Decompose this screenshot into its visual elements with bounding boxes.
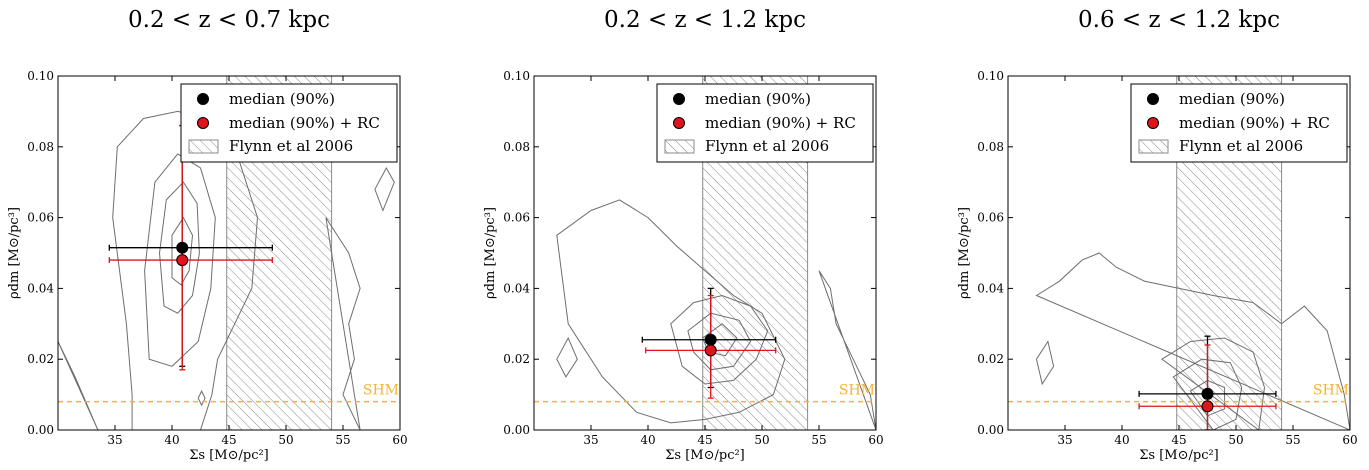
density-contour bbox=[687, 312, 752, 371]
legend-band-swatch bbox=[664, 139, 695, 154]
shm-label: SHM bbox=[363, 383, 399, 399]
legend-label: median (90%) + RC bbox=[229, 114, 380, 132]
legend: median (90%) median (90%) + RC Flynn et al… bbox=[1130, 83, 1348, 163]
density-contour bbox=[144, 153, 216, 367]
legend: median (90%) median (90%) + RC Flynn et al… bbox=[656, 83, 874, 163]
y-tick-label: 0.02 bbox=[977, 352, 1004, 366]
legend-label: Flynn et al 2006 bbox=[1179, 137, 1303, 155]
y-axis-label: ρdm [M⊙/pc³] bbox=[483, 207, 498, 299]
y-axis-label: ρdm [M⊙/pc³] bbox=[957, 207, 972, 299]
legend-median-rc-marker bbox=[673, 117, 685, 129]
panel-title: 0.6 < z < 1.2 kpc bbox=[1078, 7, 1280, 33]
y-tick-label: 0.04 bbox=[27, 281, 54, 295]
median-point bbox=[176, 241, 189, 254]
density-contour bbox=[1035, 252, 1350, 430]
x-tick-label: 60 bbox=[392, 433, 407, 447]
y-tick-label: 0.00 bbox=[977, 423, 1004, 437]
y-tick-label: 0.08 bbox=[977, 140, 1004, 154]
density-contour bbox=[58, 341, 99, 430]
legend-median-marker bbox=[673, 93, 685, 105]
y-tick-label: 0.10 bbox=[27, 69, 54, 83]
y-tick-label: 0.08 bbox=[27, 140, 54, 154]
density-contour bbox=[1035, 340, 1055, 386]
x-tick-label: 40 bbox=[640, 433, 655, 447]
legend-label: median (90%) bbox=[229, 90, 335, 108]
panel-3: 0.6 < z < 1.2 kpc SHM 35 40 45 50 55 60 0.00 0.02… bbox=[957, 7, 1358, 463]
x-tick-label: 35 bbox=[583, 433, 598, 447]
legend-median-rc-marker bbox=[1147, 117, 1159, 129]
x-tick-label: 50 bbox=[1228, 433, 1243, 447]
legend-band-swatch bbox=[188, 139, 219, 154]
legend: median (90%) median (90%) + RC Flynn et al… bbox=[180, 83, 398, 163]
y-tick-label: 0.00 bbox=[27, 423, 54, 437]
x-axis-label: Σs [M⊙/pc²] bbox=[665, 448, 745, 463]
density-contour bbox=[197, 389, 206, 407]
median-point bbox=[1201, 387, 1214, 400]
legend-median-rc-marker bbox=[197, 117, 209, 129]
legend-label: median (90%) + RC bbox=[705, 114, 856, 132]
y-tick-label: 0.06 bbox=[503, 211, 530, 225]
legend-median-marker bbox=[1147, 93, 1159, 105]
x-tick-label: 60 bbox=[868, 433, 883, 447]
x-tick-label: 45 bbox=[221, 433, 236, 447]
legend-median-marker bbox=[197, 93, 209, 105]
legend-label: Flynn et al 2006 bbox=[705, 137, 829, 155]
density-contour bbox=[670, 294, 769, 385]
y-tick-label: 0.06 bbox=[27, 211, 54, 225]
x-tick-label: 40 bbox=[164, 433, 179, 447]
panel-title: 0.2 < z < 0.7 kpc bbox=[128, 7, 330, 33]
panel-title: 0.2 < z < 1.2 kpc bbox=[604, 7, 806, 33]
density-contour bbox=[171, 216, 194, 286]
y-tick-label: 0.06 bbox=[977, 211, 1004, 225]
shm-label: SHM bbox=[839, 383, 875, 399]
median-rc-point bbox=[1201, 400, 1214, 413]
legend-label: median (90%) bbox=[1179, 90, 1285, 108]
x-tick-label: 45 bbox=[697, 433, 712, 447]
density-contour bbox=[1189, 379, 1226, 417]
median-point bbox=[704, 333, 717, 346]
density-contour bbox=[1172, 358, 1243, 430]
x-tick-label: 35 bbox=[1057, 433, 1072, 447]
density-contour bbox=[325, 217, 361, 430]
x-tick-label: 50 bbox=[754, 433, 769, 447]
x-tick-label: 40 bbox=[1114, 433, 1129, 447]
x-tick-label: 60 bbox=[1342, 433, 1357, 447]
density-contour bbox=[1161, 337, 1266, 430]
density-contour bbox=[556, 199, 786, 424]
x-tick-label: 55 bbox=[1285, 433, 1300, 447]
y-tick-label: 0.02 bbox=[27, 352, 54, 366]
legend-band-swatch bbox=[1138, 139, 1169, 154]
density-contour bbox=[818, 270, 876, 430]
x-axis-label: Σs [M⊙/pc²] bbox=[1139, 448, 1219, 463]
y-axis-label: ρdm [M⊙/pc³] bbox=[7, 207, 22, 299]
y-tick-label: 0.00 bbox=[503, 423, 530, 437]
y-tick-label: 0.04 bbox=[977, 281, 1004, 295]
y-tick-label: 0.08 bbox=[503, 140, 530, 154]
x-axis-label: Σs [M⊙/pc²] bbox=[189, 448, 269, 463]
y-tick-label: 0.10 bbox=[977, 69, 1004, 83]
panel-2: 0.2 < z < 1.2 kpc SHM 35 40 45 50 55 60 0.00 0.02… bbox=[483, 7, 884, 463]
legend-label: median (90%) bbox=[705, 90, 811, 108]
legend-label: Flynn et al 2006 bbox=[229, 137, 353, 155]
legend-label: median (90%) + RC bbox=[1179, 114, 1330, 132]
panel-1: 0.2 < z < 0.7 kpc SHM 35 40 45 50 55 60 0.00 0.02… bbox=[7, 7, 408, 463]
density-contour bbox=[374, 166, 395, 212]
density-contour bbox=[556, 336, 578, 378]
y-tick-label: 0.02 bbox=[503, 352, 530, 366]
median-rc-point bbox=[176, 254, 189, 267]
x-tick-label: 55 bbox=[811, 433, 826, 447]
x-tick-label: 45 bbox=[1171, 433, 1186, 447]
shm-label: SHM bbox=[1313, 383, 1349, 399]
y-tick-label: 0.10 bbox=[503, 69, 530, 83]
x-tick-label: 50 bbox=[278, 433, 293, 447]
median-rc-point bbox=[704, 344, 717, 357]
x-tick-label: 55 bbox=[335, 433, 350, 447]
x-tick-label: 35 bbox=[107, 433, 122, 447]
y-tick-label: 0.04 bbox=[503, 281, 530, 295]
